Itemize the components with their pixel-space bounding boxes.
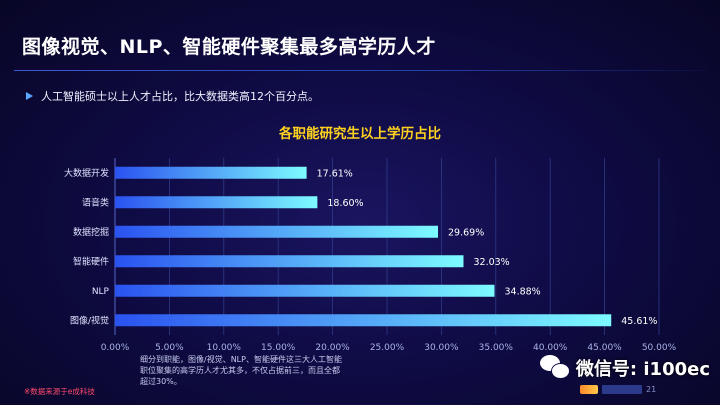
x-tick-label: 45.00%: [587, 343, 622, 353]
x-tick-label: 10.00%: [207, 343, 242, 353]
x-tick-label: 25.00%: [370, 343, 405, 353]
x-tick-label: 40.00%: [533, 343, 568, 353]
value-label: 32.03%: [473, 257, 509, 268]
chart-note: 细分到职能，图像/视觉、NLP、智能硬件这三大人工智能职位聚集的高学历人才尤其多…: [140, 355, 342, 386]
value-label: 34.88%: [504, 286, 540, 297]
bar: [115, 196, 318, 209]
x-tick-label: 50.00%: [642, 343, 677, 353]
echeng-logo-icon: [580, 385, 598, 394]
title-divider: [14, 70, 706, 71]
bar: [115, 225, 439, 238]
footer-logos: 21: [580, 385, 656, 394]
bar: [115, 284, 495, 297]
x-tick-label: 35.00%: [479, 343, 514, 353]
page-number: 21: [646, 385, 657, 394]
value-label: 29.69%: [448, 227, 484, 238]
wechat-watermark: 微信号: i100ec: [539, 355, 710, 381]
data-source: ※数据来源于e成科技: [24, 387, 95, 396]
category-label: 数据挖掘: [73, 226, 109, 238]
category-label: 智能硬件: [73, 255, 109, 267]
bar: [115, 314, 612, 327]
wechat-id: 微信号: i100ec: [575, 359, 710, 380]
category-label: NLP: [92, 287, 110, 297]
x-tick-label: 20.00%: [315, 343, 350, 353]
value-label: 45.61%: [621, 316, 657, 327]
bullet-point: 人工智能硕士以上人才占比，比大数据类高12个百分点。: [26, 88, 319, 104]
x-tick-label: 0.00%: [101, 343, 130, 353]
x-tick-label: 15.00%: [261, 343, 296, 353]
chart-title: 各职能研究生以上学历占比: [279, 126, 441, 142]
value-label: 17.61%: [317, 168, 353, 179]
x-tick-label: 30.00%: [424, 343, 459, 353]
category-label: 图像/视觉: [70, 314, 109, 326]
category-label: 语音类: [82, 196, 109, 208]
arrow-icon: [26, 92, 33, 100]
bar: [115, 255, 464, 268]
partner-logo-icon: [602, 385, 642, 394]
bar: [115, 166, 307, 179]
value-label: 18.60%: [327, 198, 363, 209]
wechat-icon: [539, 355, 570, 381]
x-tick-label: 5.00%: [155, 343, 184, 353]
bullet-text: 人工智能硕士以上人才占比，比大数据类高12个百分点。: [41, 90, 319, 103]
page-title: 图像视觉、NLP、智能硬件聚集最多高学历人才: [22, 36, 436, 58]
category-label: 大数据开发: [64, 167, 109, 179]
